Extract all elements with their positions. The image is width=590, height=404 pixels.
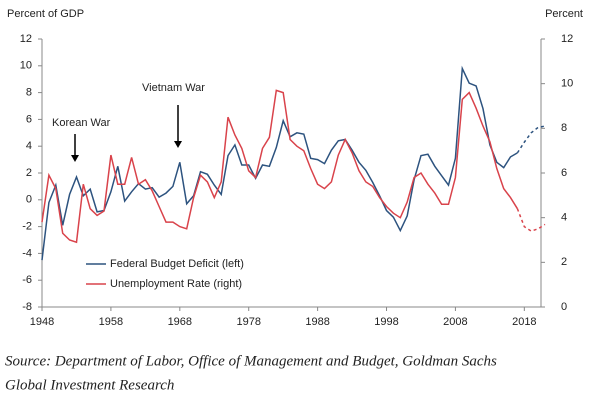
y-tick-label: -2: [22, 221, 32, 233]
y-tick-label: 4: [26, 140, 32, 152]
legend-label: Federal Budget Deficit (left): [110, 258, 244, 270]
x-tick-label: 1968: [168, 316, 192, 328]
y2-tick-label: 0: [561, 301, 567, 313]
y-tick-label: 2: [26, 167, 32, 179]
y-tick-label: -8: [22, 301, 32, 313]
y-axis-label: Percent of GDP: [7, 8, 84, 20]
y2-tick-label: 6: [561, 167, 567, 179]
source: Global Investment Research: [5, 377, 174, 393]
x-tick-label: 1988: [305, 316, 329, 328]
source: Source: Department of Labor, Office of M…: [5, 353, 497, 369]
x-tick-label: 1978: [236, 316, 260, 328]
x-tick-label: 2008: [443, 316, 467, 328]
y2-tick-label: 2: [561, 256, 567, 268]
y2-tick-label: 8: [561, 122, 567, 134]
y-tick-label: 12: [20, 33, 32, 45]
arrowhead: [174, 141, 182, 148]
arrowhead: [71, 155, 79, 162]
annotation: Vietnam War: [142, 82, 205, 94]
y-tick-label: 0: [26, 194, 32, 206]
x-tick-label: 2018: [512, 316, 536, 328]
x-tick-label: 1958: [99, 316, 123, 328]
series-line: [41, 89, 519, 244]
series-line: [516, 208, 546, 232]
y2-tick-label: 10: [561, 78, 573, 90]
y-tick-label: 8: [26, 87, 32, 99]
y2-tick-label: 4: [561, 212, 567, 224]
y2-tick-label: 12: [561, 33, 573, 45]
y-tick-label: 6: [26, 113, 32, 125]
y2-axis-label: Percent: [545, 8, 583, 20]
y-tick-label: -4: [22, 247, 32, 259]
x-tick-label: 1998: [374, 316, 398, 328]
y-tick-label: 10: [20, 60, 32, 72]
annotation: Korean War: [52, 117, 111, 129]
y-tick-label: -6: [22, 274, 32, 286]
x-tick-label: 1948: [30, 316, 54, 328]
legend-label: Unemployment Rate (right): [110, 278, 242, 290]
series-line: [516, 125, 546, 154]
